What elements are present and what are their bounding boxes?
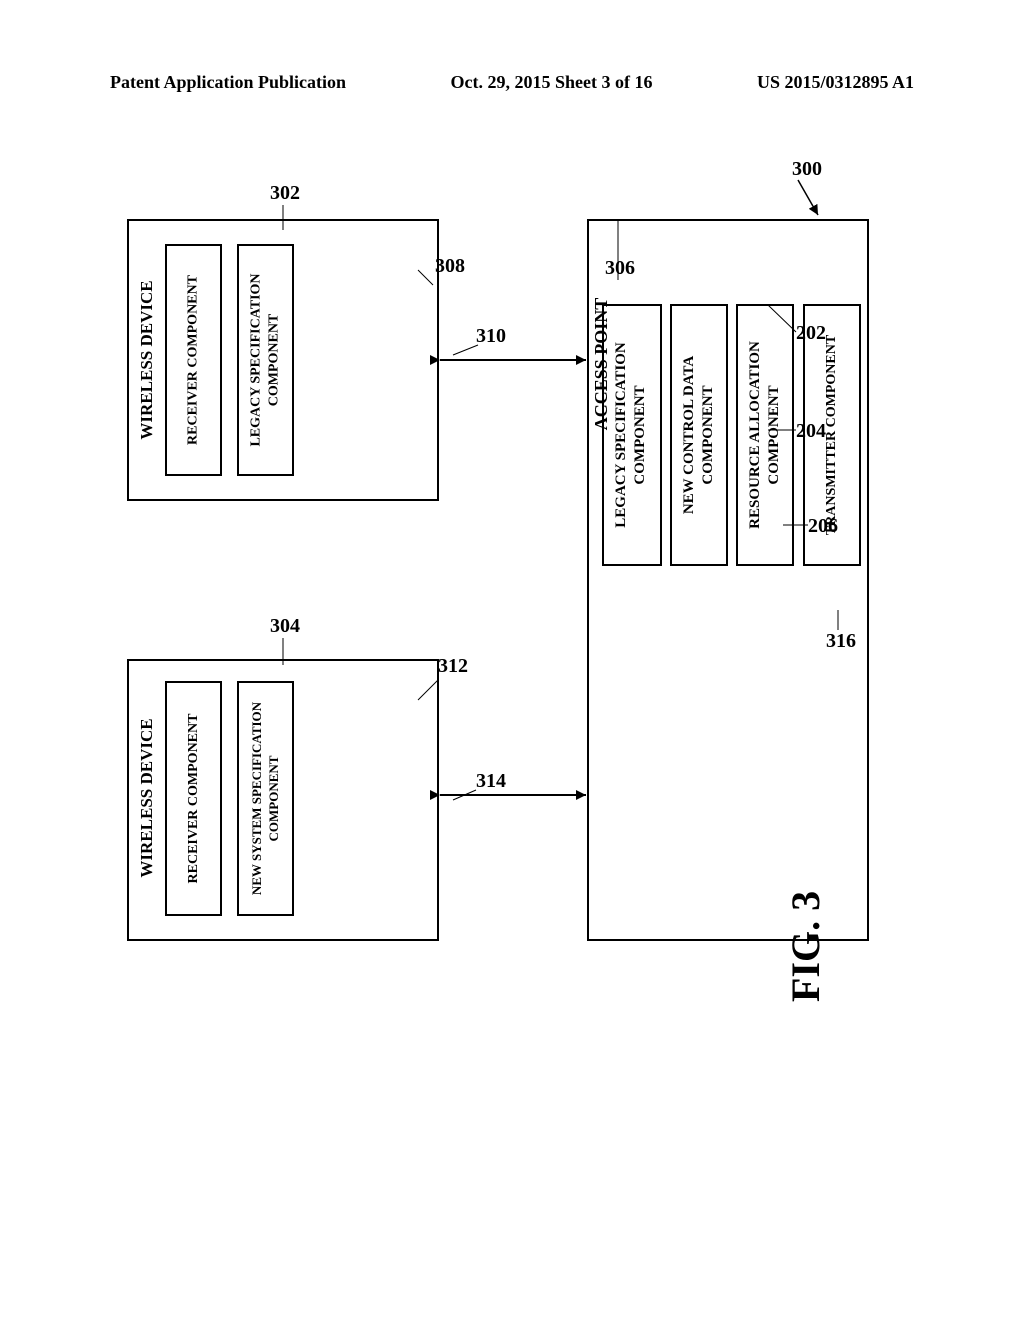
ref-206: 206 [808,515,838,538]
page-header: Patent Application Publication Oct. 29, … [0,72,1024,93]
legacy-spec-wd-c: COMPONENT [266,314,284,407]
header-right: US 2015/0312895 A1 [757,72,914,93]
ref-300: 300 [792,158,822,181]
ref-314: 314 [476,770,506,793]
header-left: Patent Application Publication [110,72,346,93]
transmitter-comp: TRANSMITTER COMPONENT [824,335,840,535]
ref-202: 202 [796,322,826,345]
ref-304: 304 [270,615,300,638]
legacy-spec-wd: LEGACY SPECIFICATION [247,273,265,446]
header-center: Oct. 29, 2015 Sheet 3 of 16 [451,72,653,93]
ref-306: 306 [605,257,635,280]
new-sys-spec: NEW SYSTEM SPECIFICATION [249,702,266,895]
ref-312: 312 [438,655,468,678]
ref-302: 302 [270,182,300,205]
new-sys-spec-c: COMPONENT [266,756,283,842]
ref-310: 310 [476,325,506,348]
ref-204: 204 [796,420,826,443]
figure-label: FIG. 3 [782,891,829,1002]
ref-308: 308 [435,255,465,278]
ref-316: 316 [826,630,856,653]
